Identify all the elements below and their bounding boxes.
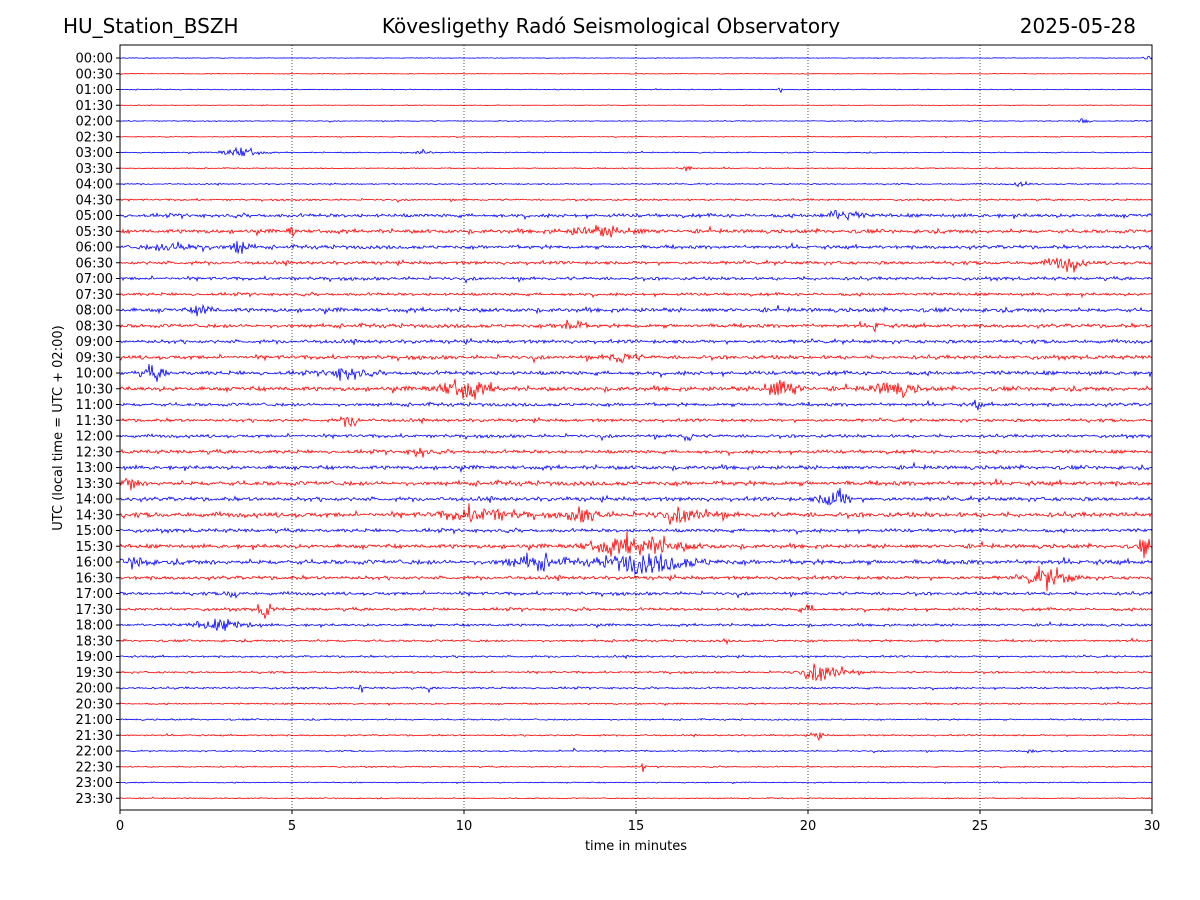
trace-line [119,210,1152,222]
row-label: 08:30 [76,319,113,334]
trace-line [119,432,1153,442]
trace-line [119,224,1153,238]
row-label: 01:30 [76,99,113,114]
row-label: 18:00 [76,619,113,634]
row-label: 06:30 [76,256,113,271]
row-label: 15:30 [76,540,113,555]
row-label: 13:00 [76,461,113,476]
row-label: 19:30 [76,666,113,681]
row-label: 21:30 [76,729,113,744]
row-label: 05:30 [76,225,113,240]
row-label: 10:30 [76,382,113,397]
y-axis-label: UTC (local time = UTC + 02:00) [51,325,66,530]
row-label: 03:00 [76,146,113,161]
x-tick-label: 25 [972,819,989,834]
chart-date: 2025-05-28 [1019,14,1136,38]
row-label: 12:30 [76,445,113,460]
trace-line [119,135,1153,139]
x-tick-label: 15 [628,819,645,834]
row-label: 20:00 [76,682,113,697]
row-label: 04:30 [76,193,113,208]
x-axis-ticks: 0 5 10 15 20 25 30 [116,810,1160,834]
x-axis-label: time in minutes [585,839,687,854]
x-tick-label: 5 [288,819,296,834]
x-tick-label: 30 [1144,819,1161,834]
row-label: 07:00 [76,272,113,287]
trace-line [119,72,1153,75]
row-label: 16:30 [76,571,113,586]
x-tick-label: 0 [116,819,124,834]
row-label: 08:00 [76,304,113,319]
row-label: 19:00 [76,650,113,665]
row-label: 02:00 [76,115,113,130]
row-label: 12:00 [76,430,113,445]
trace-line [119,603,1153,619]
row-label: 14:30 [76,508,113,523]
trace-line [119,352,1153,364]
row-label: 07:30 [76,288,113,303]
trace-line [119,303,1153,317]
trace-line [119,461,1153,474]
trace-line [119,701,1153,707]
trace-line [119,146,1153,157]
row-label: 09:30 [76,351,113,366]
row-label: 01:00 [76,83,113,98]
trace-line [119,415,1153,428]
trace-line [119,781,1153,785]
trace-line [119,654,1153,660]
row-label: 23:30 [76,792,113,807]
row-label: 14:00 [76,493,113,508]
row-label: 09:00 [76,335,113,350]
row-label: 16:00 [76,556,113,571]
row-label: 00:30 [76,67,113,82]
trace-line [119,684,1153,694]
row-label: 04:00 [76,178,113,193]
row-label: 15:00 [76,524,113,539]
row-label: 10:00 [76,367,113,382]
station-name: HU_Station_BSZH [63,14,239,38]
chart-title: Kövesligethy Radó Seismological Observat… [381,14,841,38]
row-label: 18:30 [76,634,113,649]
row-label: 00:00 [76,52,113,67]
trace-line [119,240,1153,254]
row-label: 13:30 [76,477,113,492]
row-label: 11:00 [76,398,113,413]
trace-line [119,378,1153,400]
x-tick-label: 20 [800,819,817,834]
row-label: 11:30 [76,414,113,429]
trace-line [119,762,1153,773]
row-label: 03:30 [76,162,113,177]
row-labels: 00:0000:3001:0001:3002:0002:3003:0003:30… [76,52,120,807]
row-label: 21:00 [76,713,113,728]
grid-lines [291,45,981,810]
row-label: 20:30 [76,697,113,712]
x-tick-label: 10 [456,819,473,834]
trace-line [119,565,1152,592]
trace-line [119,637,1152,646]
row-label: 17:00 [76,587,113,602]
row-label: 06:00 [76,241,113,256]
trace-line [119,487,1153,506]
row-label: 05:00 [76,209,113,224]
trace-line [119,87,1153,94]
row-label: 23:00 [76,776,113,791]
row-label: 17:30 [76,603,113,618]
row-label: 22:00 [76,745,113,760]
row-label: 02:30 [76,130,113,145]
row-label: 22:30 [76,760,113,775]
trace-line [119,180,1153,188]
